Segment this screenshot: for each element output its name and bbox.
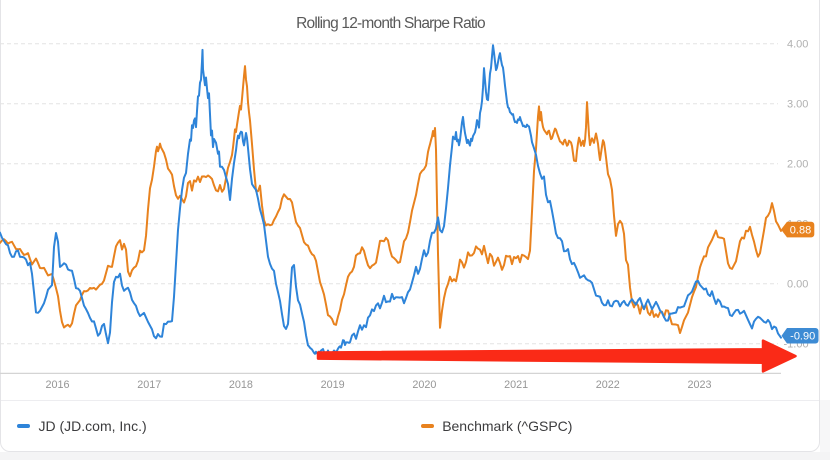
svg-text:0.88: 0.88 [790,225,811,237]
svg-text:-0.90: -0.90 [790,331,815,343]
svg-text:2021: 2021 [504,379,528,391]
svg-text:2017: 2017 [137,379,161,391]
svg-text:2022: 2022 [596,379,620,391]
svg-text:2023: 2023 [688,379,712,391]
svg-text:2016: 2016 [45,379,69,391]
svg-text:0.00: 0.00 [787,279,808,291]
svg-text:2.00: 2.00 [787,159,808,171]
svg-text:4.00: 4.00 [787,39,808,51]
svg-text:2020: 2020 [412,379,436,391]
svg-text:2019: 2019 [321,379,345,391]
svg-text:3.00: 3.00 [787,99,808,111]
svg-text:2018: 2018 [229,379,253,391]
